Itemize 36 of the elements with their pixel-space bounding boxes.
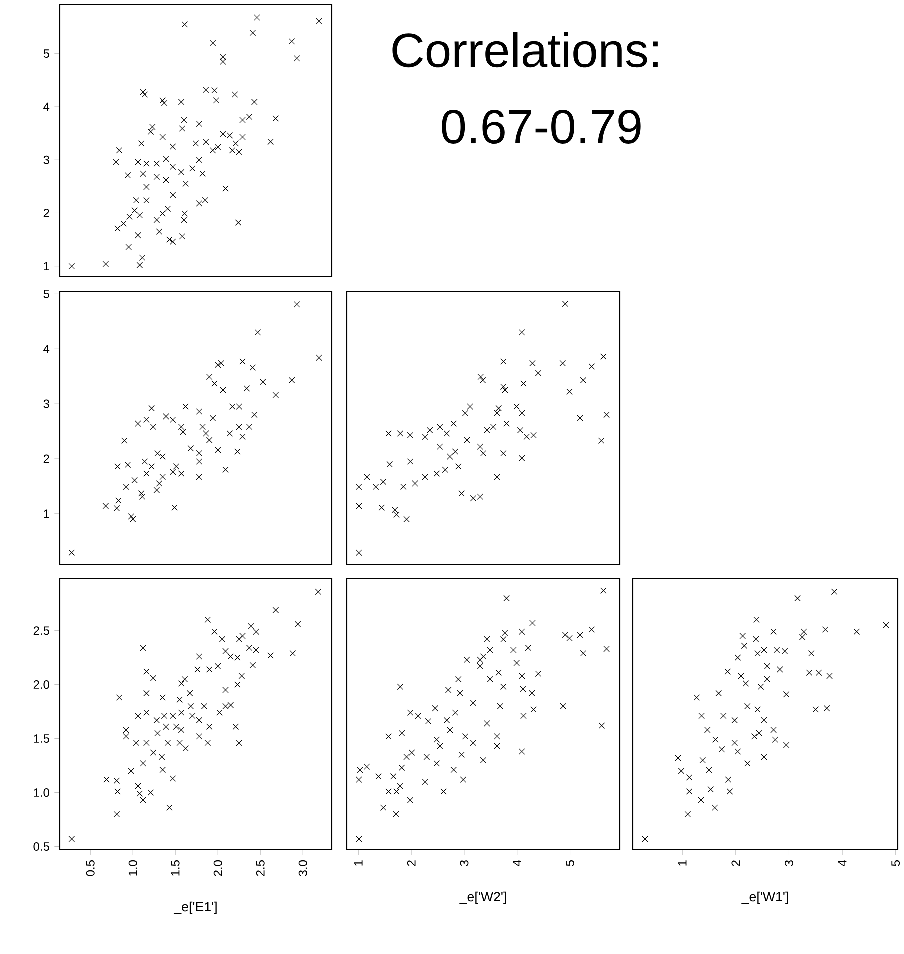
x-tick-label: 2.0: [214, 860, 222, 876]
x-tick-label: 0.5: [86, 860, 95, 876]
x-tick-label: 3: [460, 860, 469, 866]
x-tick-label: 5: [566, 860, 574, 866]
y-tick-label: 3: [44, 400, 50, 408]
y-tick-label: 4: [44, 344, 50, 354]
x-tick-label: 1.5: [171, 860, 180, 876]
y-tick-label: 1.5: [34, 734, 50, 743]
x-tick-label: 3.0: [298, 860, 308, 876]
x-tick-label: 4: [513, 860, 522, 866]
x-tick-label: 4: [838, 860, 847, 866]
y-tick-label: 0.5: [34, 842, 50, 852]
y-tick-label: 2: [44, 209, 50, 218]
x-axis-title: _e['W2']: [460, 892, 506, 904]
y-tick-label: 4: [44, 102, 50, 112]
y-tick-label: 1: [44, 510, 50, 518]
y-tick-label: 2.5: [34, 626, 50, 636]
x-axis-title: _e['W1']: [742, 892, 788, 904]
x-tick-label: 5: [892, 860, 900, 866]
y-tick-label: 2.0: [34, 680, 50, 690]
x-tick-label: 1: [354, 860, 363, 866]
y-tick-label: 2: [44, 454, 50, 464]
y-tick-label: 1.0: [34, 788, 50, 798]
text: Correlations:: [392, 32, 658, 68]
y-tick-label: 5: [44, 290, 50, 298]
x-tick-label: 2: [407, 860, 416, 866]
x-tick-label: 1: [678, 860, 687, 866]
text: 0.67-0.79: [442, 110, 641, 144]
y-tick-label: 3: [44, 156, 50, 164]
x-tick-label: 2: [732, 860, 740, 866]
x-axis-title: _e['E1']: [174, 902, 217, 914]
x-tick-label: 3: [784, 860, 794, 866]
y-tick-label: 5: [44, 50, 50, 58]
x-tick-label: 1.0: [128, 860, 138, 876]
x-tick-label: 2.5: [256, 860, 265, 876]
y-tick-label: 1: [44, 262, 50, 270]
